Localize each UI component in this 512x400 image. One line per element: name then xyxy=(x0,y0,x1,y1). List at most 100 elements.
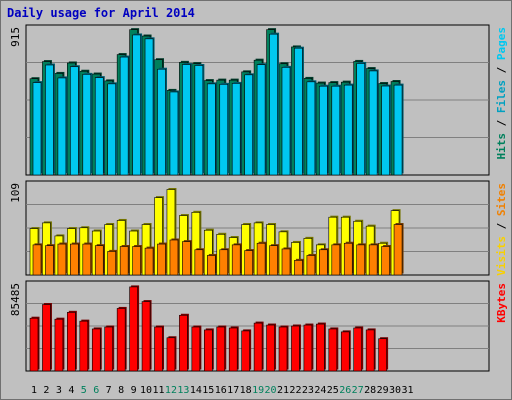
visits-bar xyxy=(343,242,353,276)
visits-bar xyxy=(231,244,241,276)
day-label: 2 xyxy=(43,385,49,396)
day-label: 15 xyxy=(202,385,214,396)
visits-bar xyxy=(356,244,366,276)
hits-bar xyxy=(144,38,154,176)
day-label: 28 xyxy=(364,385,376,396)
visits-bar xyxy=(182,241,191,276)
hits-bar xyxy=(356,63,366,176)
kbytes-bar xyxy=(141,301,151,372)
hits-bar xyxy=(343,84,353,176)
day-label: 7 xyxy=(106,385,112,396)
visits-bar xyxy=(144,247,154,276)
visits-bar xyxy=(57,243,67,276)
kbytes-bar xyxy=(303,324,313,372)
day-label: 16 xyxy=(215,385,227,396)
kbytes-bar xyxy=(104,326,113,372)
visits-bar xyxy=(331,244,341,276)
day-label: 29 xyxy=(377,385,389,396)
kbytes-bar xyxy=(54,318,64,372)
hits-legend: Hits / Files / Pages xyxy=(495,27,508,160)
hits-max-label: 915 xyxy=(9,27,22,47)
visits-legend-entry: Visits xyxy=(495,236,508,276)
hits-bar xyxy=(194,65,204,176)
visits-bar xyxy=(169,239,179,276)
kbytes-bar xyxy=(42,304,51,372)
day-label: 30 xyxy=(389,385,401,396)
hits-legend-entry: / xyxy=(495,113,508,133)
visits-bar xyxy=(319,249,328,276)
hits-bar xyxy=(393,84,403,176)
visits-bar xyxy=(306,255,316,276)
hits-bar xyxy=(294,47,303,176)
visits-bar xyxy=(294,260,303,276)
visits-bar xyxy=(244,250,253,276)
kbytes-bar xyxy=(365,329,375,372)
hits-bar xyxy=(182,64,191,176)
hits-bar xyxy=(70,66,79,176)
kbytes-bar xyxy=(29,317,39,372)
day-label: 23 xyxy=(302,385,314,396)
day-label: 21 xyxy=(277,385,289,396)
day-label: 24 xyxy=(314,385,326,396)
kbytes-bar xyxy=(191,326,201,372)
visits-legend-entry: / xyxy=(495,216,508,236)
day-label: 4 xyxy=(68,385,74,396)
kbytes-bar xyxy=(316,323,325,372)
visits-bar xyxy=(381,246,390,276)
hits-bar xyxy=(57,77,67,176)
visits-bar xyxy=(70,243,79,276)
kbytes-bar xyxy=(179,314,188,372)
kbytes-bar xyxy=(253,322,263,372)
kbytes-bar xyxy=(216,326,226,372)
hits-legend-entry: Files xyxy=(495,80,508,113)
kbytes-legend-entry: KBytes xyxy=(495,283,508,323)
visits-legend-entry: Sites xyxy=(495,183,508,216)
day-label: 26 xyxy=(339,385,351,396)
hits-bar xyxy=(207,83,216,176)
visits-bar xyxy=(207,255,216,276)
hits-bar xyxy=(32,82,42,176)
day-label: 6 xyxy=(93,385,99,396)
day-label: 13 xyxy=(177,385,189,396)
hits-bar xyxy=(157,68,166,176)
visits-bar xyxy=(194,249,204,276)
kbytes-bar xyxy=(91,328,101,372)
day-label: 27 xyxy=(352,385,364,396)
day-label: 14 xyxy=(190,385,202,396)
day-label: 18 xyxy=(240,385,252,396)
hits-bar xyxy=(169,91,179,176)
hits-bar xyxy=(306,81,316,176)
day-label: 11 xyxy=(152,385,164,396)
kbytes-bar xyxy=(340,331,350,372)
kbytes-bar xyxy=(328,328,338,372)
hits-bar xyxy=(368,70,378,176)
chart-title: Daily usage for April 2014 xyxy=(7,6,195,20)
kbytes-max-label: 85485 xyxy=(9,283,22,316)
visits-bar xyxy=(368,244,378,276)
visits-bar xyxy=(45,245,54,276)
visits-bar xyxy=(132,246,141,276)
kbytes-bar xyxy=(353,327,363,372)
day-label: 12 xyxy=(165,385,177,396)
day-label: 8 xyxy=(118,385,124,396)
kbytes-bar xyxy=(79,320,89,372)
day-label: 22 xyxy=(289,385,301,396)
hits-bar xyxy=(82,74,92,176)
day-label: 19 xyxy=(252,385,264,396)
kbytes-bar xyxy=(241,330,250,372)
visits-bar xyxy=(157,243,166,276)
kbytes-bar xyxy=(378,338,387,372)
hits-bar xyxy=(219,84,229,176)
kbytes-bar xyxy=(129,286,138,372)
day-label: 1 xyxy=(31,385,37,396)
kbytes-bar xyxy=(166,337,176,372)
hits-bar xyxy=(231,83,241,176)
visits-bar xyxy=(256,242,266,276)
kbytes-bar xyxy=(154,326,163,372)
hits-bar xyxy=(132,34,141,176)
hits-bar xyxy=(319,85,328,176)
kbytes-bar xyxy=(116,308,126,372)
visits-legend: Visits / Sites xyxy=(495,183,508,276)
hits-legend-entry: / xyxy=(495,60,508,80)
